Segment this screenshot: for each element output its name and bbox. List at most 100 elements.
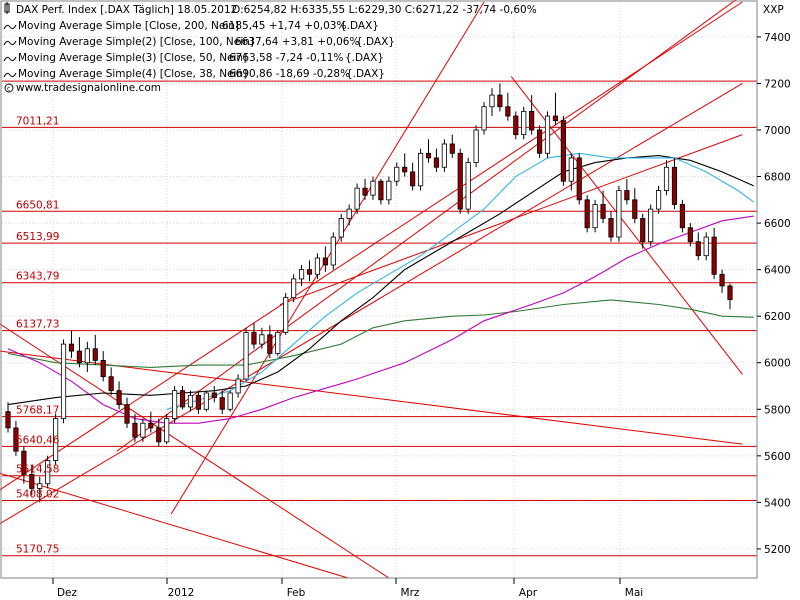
candle-body-down (68, 343, 75, 352)
candlestick (671, 157, 678, 210)
candlestick (433, 148, 440, 172)
candlestick (537, 125, 543, 158)
candlestick (275, 330, 281, 356)
support-line-label: 6513,99 (16, 231, 59, 243)
candle-body-up (140, 422, 146, 438)
legend-ma38: Moving Average Simple(4) [Close, 38, Nei… (3, 68, 385, 80)
y-tick-label: 6400 (764, 265, 791, 277)
legend-source-text[interactable]: www.tradesignalonline.com (16, 82, 161, 94)
candlestick (156, 418, 162, 447)
candle-body-down (671, 166, 678, 205)
candlestick (449, 134, 455, 158)
candle-body-up (172, 390, 178, 419)
candle-body-down (560, 120, 566, 182)
candlestick (624, 178, 630, 205)
candlestick (172, 386, 178, 424)
y-tick-label: 7000 (764, 125, 791, 137)
candle-body-down (195, 394, 201, 410)
support-line-label: 6137,73 (16, 319, 59, 331)
candlestick (410, 162, 416, 191)
wave-icon (3, 72, 17, 78)
candlestick (346, 204, 352, 226)
legend-ma50-suffix: {.DAX} (345, 52, 384, 64)
candlestick (425, 139, 432, 163)
x-tick-label: Mai (625, 587, 643, 599)
candlestick (283, 292, 289, 335)
y-axis-unit-label: XXP (763, 4, 784, 16)
candlestick (703, 232, 709, 261)
candle-body-up (45, 460, 51, 485)
candle-body-up (663, 166, 670, 191)
candle-body-down (695, 241, 701, 257)
candle-body-up (338, 218, 344, 238)
candlestick (505, 92, 511, 121)
candlestick (544, 111, 551, 158)
candlestick (227, 390, 233, 412)
candle-body-up (243, 332, 249, 380)
candle-body-down (505, 106, 511, 117)
candlestick (53, 413, 59, 466)
candle-body-up (370, 180, 376, 196)
candlestick (187, 390, 194, 412)
y-tick-label: 5800 (764, 404, 791, 416)
candlestick (711, 227, 717, 279)
candle-body-down (100, 359, 106, 378)
candle-body-down (687, 227, 693, 243)
horizontal-support-lines (2, 80, 757, 557)
candle-body-down (251, 332, 257, 345)
candlestick (695, 232, 701, 261)
candle-body-down (576, 157, 582, 201)
candlestick (330, 232, 336, 270)
candlestick (576, 153, 582, 205)
candle-body-down (513, 115, 519, 136)
candle-body-down (362, 187, 368, 196)
candle-body-down (600, 204, 606, 219)
legend-ma50-value: 6763,58 -7,24 -0,11% (229, 52, 343, 64)
candle-body-up (417, 152, 424, 187)
candlestick (338, 213, 344, 242)
support-line-label: 5514,58 (16, 464, 59, 476)
candle-body-down (679, 204, 685, 229)
legend-ma50: Moving Average Simple(3) [Close, 50, Nei… (3, 52, 384, 64)
candle-body-up (330, 236, 336, 266)
candlestick (179, 386, 186, 410)
support-line-label: 5170,75 (16, 544, 59, 556)
candlestick (386, 176, 392, 205)
candle-body-up (60, 343, 67, 419)
candle-body-up (656, 190, 662, 210)
candle-body-up (291, 278, 297, 298)
x-tick-label: Mrz (401, 587, 420, 599)
grid (2, 2, 757, 578)
candlestick (394, 162, 400, 186)
candlestick (560, 116, 566, 186)
candle-body-down (711, 236, 717, 275)
candlestick (298, 264, 305, 286)
candlestick (84, 341, 90, 373)
candle-body-up (489, 94, 495, 108)
candle-body-up (259, 334, 265, 345)
candle-body-down (148, 422, 154, 429)
trendline (279, 134, 743, 306)
candlestick (473, 125, 479, 168)
trendline (0, 323, 390, 579)
chart-legend: DAX Perf. Index [.DAX Täglich] 18.05.201… (3, 2, 537, 94)
legend-ma200-label: Moving Average Simple [Close, 200, Nein] (18, 20, 239, 32)
candlestick (600, 190, 606, 224)
candle-body-up (465, 162, 471, 210)
y-tick-label: 6200 (764, 311, 791, 323)
candle-body-down (433, 157, 440, 168)
y-tick-label: 6000 (764, 358, 791, 370)
candlestick (60, 339, 67, 424)
y-tick-label: 5200 (764, 544, 791, 556)
candlestick (362, 178, 368, 200)
candlestick (457, 148, 463, 214)
candlestick (465, 157, 471, 214)
trendline (0, 83, 743, 525)
candlestick (402, 153, 408, 177)
candle-body-up (473, 129, 479, 163)
support-line-label: 5408,02 (16, 488, 59, 500)
candle-body-down (378, 180, 384, 201)
candlestick (148, 411, 154, 433)
y-axis: 5200 5400 5600 5800 6000 6200 6400 6600 6800 7000… (757, 32, 791, 556)
candlestick (116, 381, 122, 410)
